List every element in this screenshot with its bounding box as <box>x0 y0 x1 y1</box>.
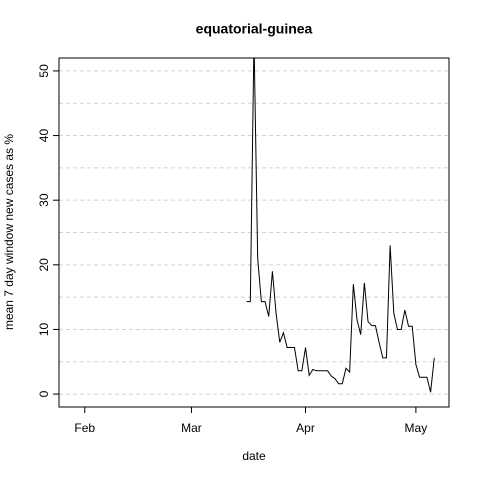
chart-title: equatorial-guinea <box>196 21 313 37</box>
y-tick-label: 0 <box>37 390 51 397</box>
x-axis-label: date <box>242 449 266 463</box>
plot-area <box>246 58 435 393</box>
x-tick-label: Apr <box>296 421 315 435</box>
y-axis-label: mean 7 day window new cases as % <box>2 134 16 330</box>
x-tick-label: Mar <box>181 421 202 435</box>
plot-frame <box>58 57 450 408</box>
y-tick-label: 10 <box>37 322 51 336</box>
data-line <box>246 58 435 393</box>
y-tick-label: 40 <box>37 129 51 143</box>
y-tick-label: 20 <box>37 258 51 272</box>
x-tick-label: May <box>405 421 428 435</box>
y-tick-label: 30 <box>37 193 51 207</box>
grid <box>59 70 449 395</box>
y-tick-label: 50 <box>37 64 51 78</box>
x-tick-label: Feb <box>74 421 95 435</box>
